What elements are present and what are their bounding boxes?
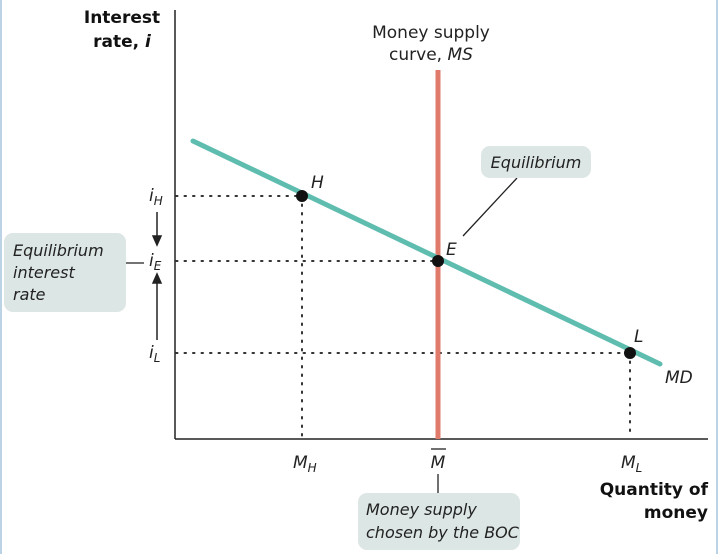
point-e bbox=[432, 255, 444, 267]
y-tick-ih: iH bbox=[149, 186, 163, 208]
md-label: MD bbox=[665, 368, 693, 388]
point-l bbox=[624, 347, 636, 359]
rate-callout-line2: interest bbox=[13, 263, 75, 282]
x-tick-ml-sub: L bbox=[636, 461, 643, 475]
arrow-down-head bbox=[151, 235, 163, 247]
equilibrium-callout-box bbox=[481, 146, 591, 178]
y-tick-ie-base: i bbox=[149, 251, 154, 271]
y-tick-ie: iE bbox=[149, 251, 162, 273]
point-h-label: H bbox=[311, 173, 324, 193]
supply-callout-line1: Money supply bbox=[366, 500, 477, 519]
y-tick-ie-sub: E bbox=[154, 259, 162, 273]
y-tick-ih-base: i bbox=[149, 186, 154, 206]
equilibrium-callout-text: Equilibrium bbox=[491, 153, 582, 172]
equilibrium-callout-leader bbox=[462, 177, 518, 237]
rate-callout-line3: rate bbox=[13, 285, 46, 304]
x-tick-mh: MH bbox=[293, 453, 317, 475]
x-tick-ml: ML bbox=[621, 453, 642, 475]
arrow-up-head bbox=[151, 272, 163, 284]
y-axis-title-line1: Interest bbox=[84, 8, 160, 28]
ms-label-line2: curve, MS bbox=[389, 45, 473, 65]
y-axis-title: Interest bbox=[84, 8, 160, 28]
x-axis-title-line2: money bbox=[644, 503, 708, 523]
y-tick-il-base: i bbox=[149, 343, 154, 363]
rate-callout-box bbox=[4, 233, 126, 312]
x-tick-mh-sub: H bbox=[308, 461, 317, 475]
rate-callout-line1: Equilibrium bbox=[13, 241, 104, 260]
y-tick-il-sub: L bbox=[154, 351, 161, 365]
ms-label-var: MS bbox=[447, 45, 473, 65]
y-axis-title-2: rate, i bbox=[93, 32, 152, 52]
ms-label-line1: Money supply bbox=[372, 23, 490, 43]
y-axis-title-line2: rate, bbox=[93, 32, 145, 52]
point-h bbox=[296, 190, 308, 202]
ms-label-main: curve, bbox=[389, 45, 447, 65]
y-axis-title-variable: i bbox=[145, 32, 152, 52]
x-tick-mh-base: M bbox=[293, 453, 308, 473]
supply-callout-box bbox=[358, 493, 520, 550]
supply-callout-line2: chosen by the BOC bbox=[366, 523, 520, 542]
x-axis-title-line1: Quantity of bbox=[600, 480, 709, 500]
x-tick-mbar: M bbox=[431, 453, 446, 473]
money-demand-line bbox=[190, 138, 663, 367]
y-tick-il: iL bbox=[149, 343, 160, 365]
point-l-label: L bbox=[634, 327, 643, 347]
x-tick-ml-base: M bbox=[621, 453, 636, 473]
y-tick-ih-sub: H bbox=[154, 194, 163, 208]
point-e-label: E bbox=[446, 240, 457, 260]
